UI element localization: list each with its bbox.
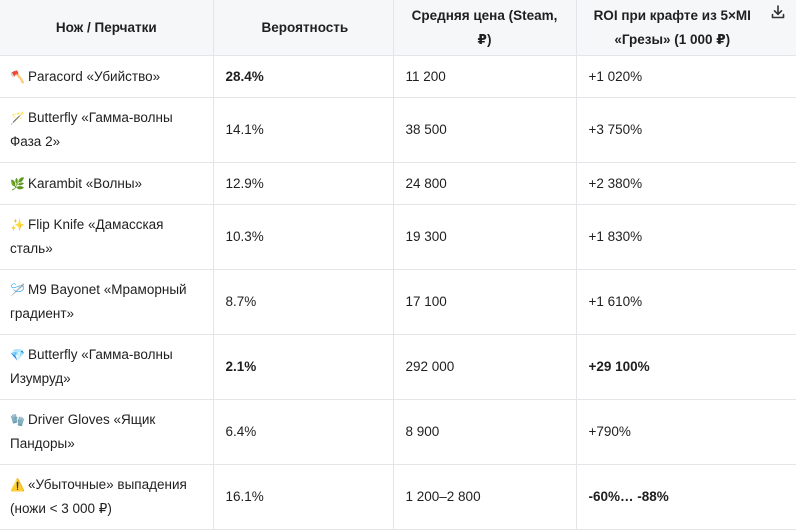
- cell-probability: 6.4%: [213, 399, 394, 465]
- cell-item-name: 🌿 Karambit «Волны»: [0, 162, 214, 205]
- cell-item-name: 🪄 Butterfly «Гамма-волны Фаза 2»: [0, 97, 214, 163]
- table-row: 🪄 Butterfly «Гамма-волны Фаза 2» 14.1% 38 5…: [0, 97, 796, 163]
- cell-avg-price: 24 800: [393, 162, 577, 205]
- table-row: ✨ Flip Knife «Дамасская сталь» 10.3% 19 300…: [0, 204, 796, 270]
- table-row: 🪓 Paracord «Убийство» 28.4% 11 200 +1 020%: [0, 55, 796, 98]
- cell-item-name: 🪡 M9 Bayonet «Мраморный градиент»: [0, 269, 214, 335]
- warning-icon: ⚠️: [10, 478, 25, 492]
- cell-probability: 2.1%: [213, 334, 394, 400]
- cell-item-name: ✨ Flip Knife «Дамасская сталь»: [0, 204, 214, 270]
- table-row: 🧤 Driver Gloves «Ящик Пандоры» 6.4% 8 900 +7…: [0, 399, 796, 465]
- cell-probability: 28.4%: [213, 55, 394, 98]
- seaweed-icon: 🌿: [10, 176, 25, 191]
- table-row: 🪡 M9 Bayonet «Мраморный градиент» 8.7% 17 1…: [0, 269, 796, 335]
- table-header-row: Нож / Перчатки Вероятность Средняя цена …: [0, 0, 796, 56]
- cell-roi: +790%: [576, 399, 796, 465]
- item-name-text: Butterfly «Гамма-волны Фаза 2»: [10, 110, 173, 149]
- header-avg-price-label: Средняя цена (Steam, ₽): [411, 7, 558, 47]
- cell-item-name: 💎 Butterfly «Гамма-волны Изумруд»: [0, 334, 214, 400]
- table-row: 🌿 Karambit «Волны» 12.9% 24 800 +2 380%: [0, 162, 796, 205]
- header-probability: Вероятность: [213, 0, 394, 56]
- header-roi: ROI при крафте из 5×MI «Грезы» (1 000 ₽): [576, 0, 796, 56]
- item-name-text: Paracord «Убийство»: [28, 68, 161, 84]
- item-name-text: «Убыточные» выпадения (ножи < 3 000 ₽): [10, 477, 187, 516]
- header-avg-price: Средняя цена (Steam, ₽): [393, 0, 577, 56]
- cell-probability: 12.9%: [213, 162, 394, 205]
- cell-avg-price: 19 300: [393, 204, 577, 270]
- item-name-text: Karambit «Волны»: [28, 175, 143, 191]
- cell-roi: +1 830%: [576, 204, 796, 270]
- header-knife-gloves: Нож / Перчатки: [0, 0, 214, 56]
- axe-icon: 🪓: [10, 69, 25, 84]
- cell-roi: +29 100%: [576, 334, 796, 400]
- magic-wand-icon: 🪄: [10, 111, 25, 125]
- cell-roi: -60%… -88%: [576, 464, 796, 530]
- cell-roi: +1 020%: [576, 55, 796, 98]
- gem-icon: 💎: [10, 348, 25, 362]
- download-icon[interactable]: [770, 4, 786, 20]
- cell-avg-price: 17 100: [393, 269, 577, 335]
- cell-roi: +3 750%: [576, 97, 796, 163]
- cell-roi: +2 380%: [576, 162, 796, 205]
- cell-avg-price: 292 000: [393, 334, 577, 400]
- sparkles-icon: ✨: [10, 218, 25, 232]
- table-row: 💎 Butterfly «Гамма-волны Изумруд» 2.1% 292 …: [0, 334, 796, 400]
- cell-item-name: 🧤 Driver Gloves «Ящик Пандоры»: [0, 399, 214, 465]
- cell-probability: 14.1%: [213, 97, 394, 163]
- glove-icon: 🧤: [10, 413, 25, 427]
- cell-item-name: 🪓 Paracord «Убийство»: [0, 55, 214, 98]
- thread-icon: 🪡: [10, 283, 25, 297]
- item-name-text: Driver Gloves «Ящик Пандоры»: [10, 412, 156, 451]
- cell-avg-price: 11 200: [393, 55, 577, 98]
- cell-probability: 16.1%: [213, 464, 394, 530]
- item-name-text: Flip Knife «Дамасская сталь»: [10, 217, 164, 256]
- item-name-text: Butterfly «Гамма-волны Изумруд»: [10, 347, 173, 386]
- cell-avg-price: 1 200–2 800: [393, 464, 577, 530]
- cell-roi: +1 610%: [576, 269, 796, 335]
- table-row: ⚠️ «Убыточные» выпадения (ножи < 3 000 ₽)…: [0, 464, 796, 530]
- header-roi-line2: «Грезы» (1 000 ₽): [614, 31, 731, 47]
- item-name-text: M9 Bayonet «Мраморный градиент»: [10, 282, 187, 321]
- cell-avg-price: 38 500: [393, 97, 577, 163]
- cell-item-name: ⚠️ «Убыточные» выпадения (ножи < 3 000 ₽): [0, 464, 214, 530]
- header-roi-line1: ROI при крафте из 5×MI: [593, 7, 751, 23]
- cell-probability: 10.3%: [213, 204, 394, 270]
- cell-avg-price: 8 900: [393, 399, 577, 465]
- cell-probability: 8.7%: [213, 269, 394, 335]
